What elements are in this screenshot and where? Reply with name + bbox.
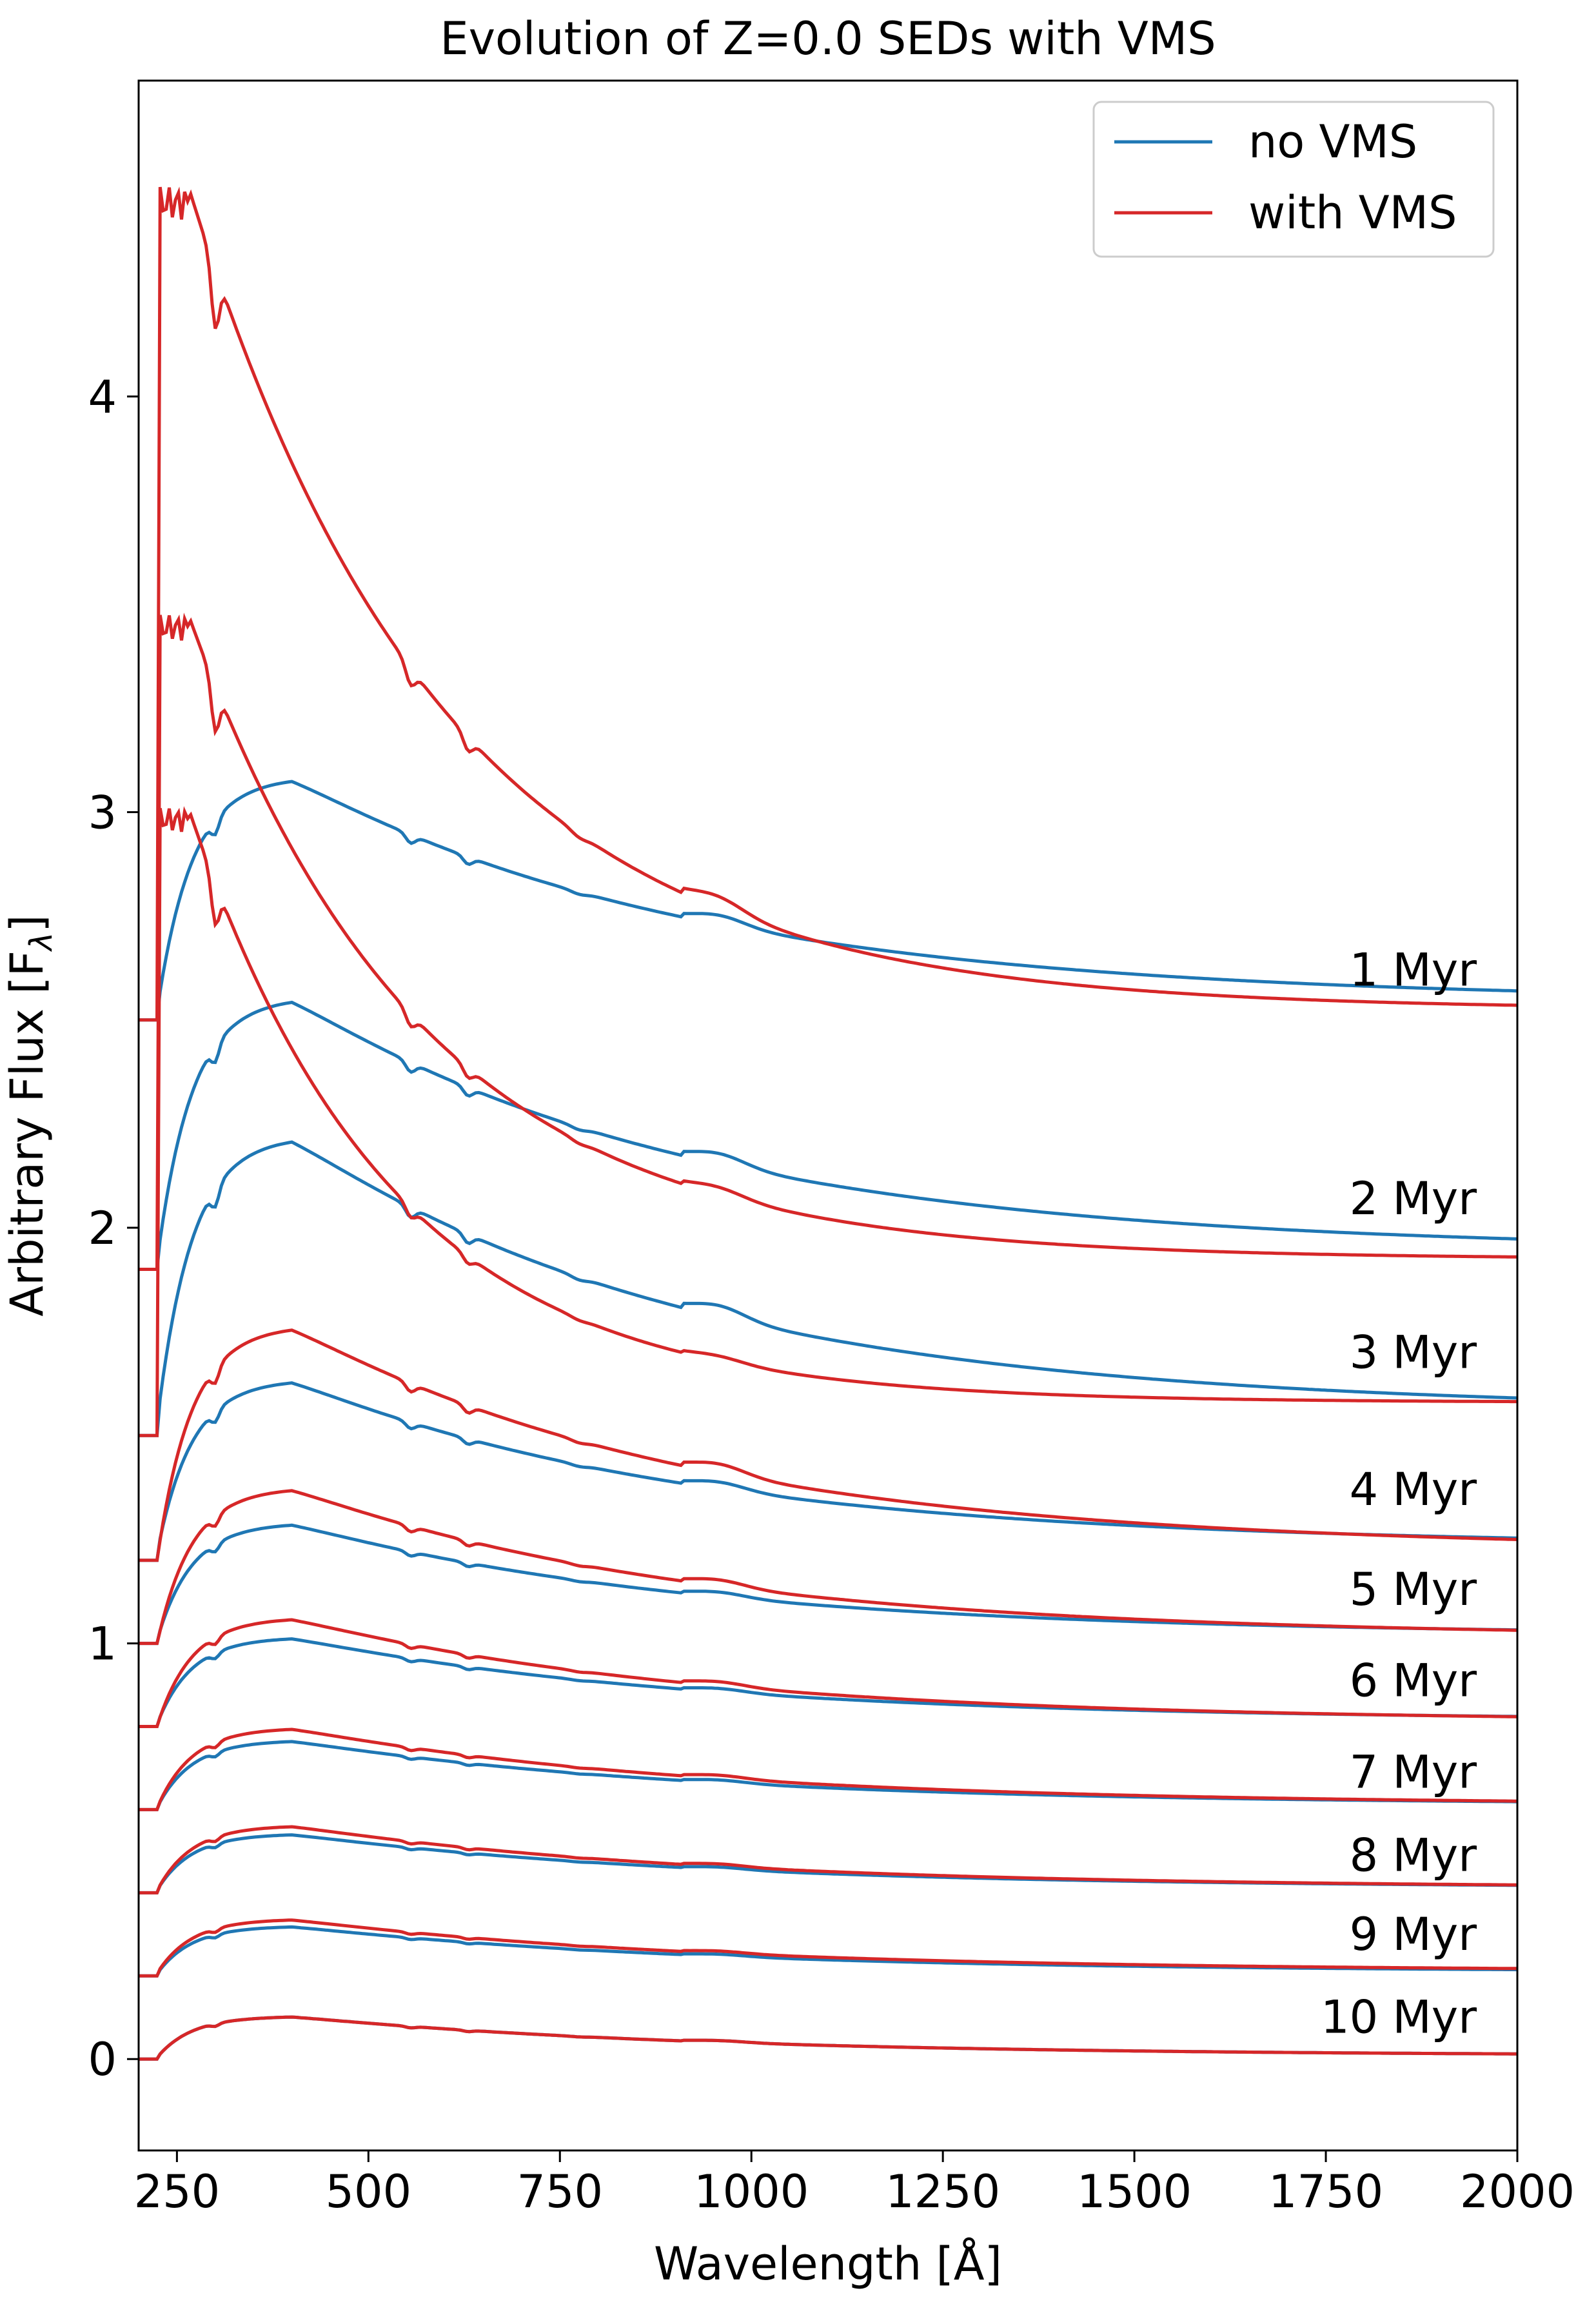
chart-title: Evolution of Z=0.0 SEDs with VMS <box>440 12 1216 65</box>
series-line-no-vms <box>139 1140 1518 1437</box>
legend-label-with-vms: with VMS <box>1248 186 1457 239</box>
y-tick-label: 4 <box>88 371 117 424</box>
y-axis: 0 1 2 3 4 <box>88 371 139 2086</box>
y-tick-label: 1 <box>88 1618 117 1671</box>
y-axis-label-subscript: λ <box>23 932 59 952</box>
x-tick-label: 1000 <box>694 2165 809 2218</box>
x-axis-label: Wavelength [Å] <box>654 2238 1002 2290</box>
series-line-with-vms <box>139 186 1518 1022</box>
x-tick-label: 1500 <box>1077 2165 1192 2218</box>
x-tick-label: 500 <box>326 2165 412 2218</box>
series-line-with-vms <box>139 613 1517 1271</box>
age-label: 1 Myr <box>1350 943 1477 996</box>
age-labels: 1 Myr 2 Myr 3 Myr 4 Myr 5 Myr 6 Myr 7 Myr 8 Myr… <box>1321 943 1477 2043</box>
series-line-no-vms <box>139 1000 1518 1271</box>
x-tick-label: 1250 <box>885 2165 1000 2218</box>
legend-label-no-vms: no VMS <box>1248 115 1417 168</box>
series-line-with-vms <box>139 1825 1518 1894</box>
x-axis: 250 500 750 1000 1250 1500 1750 2000 <box>134 2150 1575 2218</box>
plot-frame <box>137 79 1519 2152</box>
series-line-with-vms <box>139 2015 1517 2061</box>
x-tick-label: 250 <box>134 2165 221 2218</box>
series-line-with-vms <box>139 1727 1517 1811</box>
age-label: 6 Myr <box>1350 1655 1477 1707</box>
series-line-with-vms <box>139 1618 1518 1728</box>
plot-area <box>139 186 1518 2061</box>
age-label: 7 Myr <box>1350 1746 1477 1798</box>
series-line-with-vms <box>139 1489 1517 1646</box>
x-tick-label: 750 <box>517 2165 603 2218</box>
y-tick-label: 3 <box>88 786 117 839</box>
y-axis-label-close: ] <box>1 914 54 932</box>
age-label: 4 Myr <box>1350 1463 1477 1516</box>
age-label: 10 Myr <box>1321 1991 1477 2044</box>
x-tick-label: 2000 <box>1460 2165 1575 2218</box>
age-label: 2 Myr <box>1350 1172 1477 1225</box>
age-label: 3 Myr <box>1350 1326 1477 1379</box>
y-tick-label: 0 <box>88 2033 117 2086</box>
series-line-with-vms <box>139 1918 1517 1978</box>
age-label: 9 Myr <box>1350 1908 1477 1961</box>
age-label: 5 Myr <box>1350 1563 1477 1616</box>
y-axis-label: Arbitrary Flux [Fλ] <box>1 914 59 1316</box>
x-tick-label: 1750 <box>1268 2165 1383 2218</box>
y-tick-label: 2 <box>88 1202 117 1255</box>
series-line-with-vms <box>139 1328 1518 1562</box>
series-line-with-vms <box>139 806 1517 1437</box>
age-label: 8 Myr <box>1350 1829 1477 1882</box>
y-axis-label-text: Arbitrary Flux [F <box>1 950 54 1316</box>
legend: no VMS with VMS <box>1092 101 1495 258</box>
